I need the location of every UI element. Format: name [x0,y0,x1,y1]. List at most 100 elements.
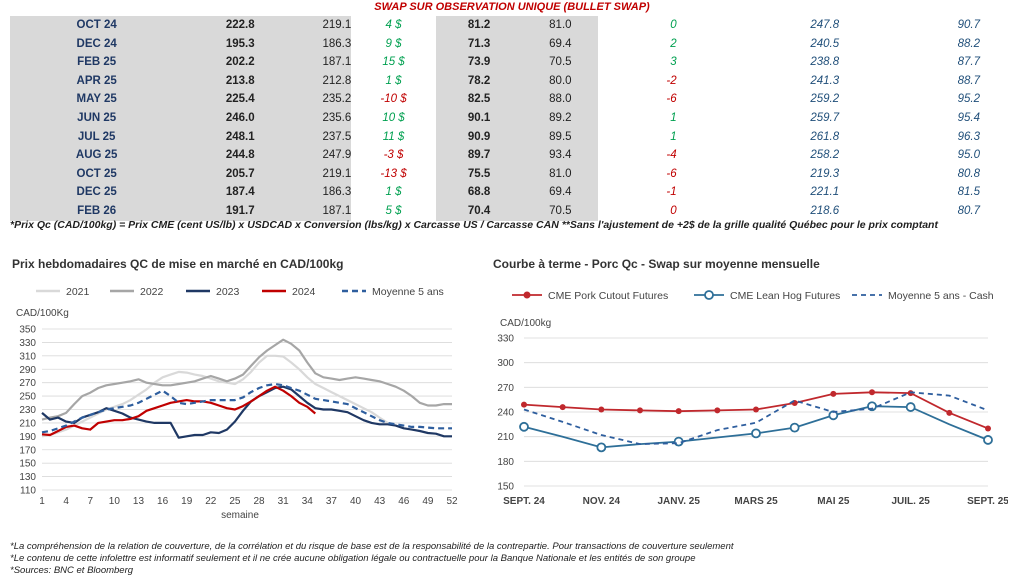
data-point [559,404,566,411]
y-tick-label: 310 [19,351,36,362]
cell-pqc2: 89.7 [435,146,523,165]
cell-cme2: 89.5 [522,127,599,147]
x-tick-label: 52 [446,496,458,507]
y-tick-label: 190 [19,432,36,443]
cell-cme: 237.5 [264,127,352,147]
data-point [946,409,953,416]
cell-cme2: 93.4 [522,146,599,165]
legend-marker [523,291,531,299]
legend-label: CME Lean Hog Futures [730,290,840,302]
cell-cme: 186.3 [264,34,352,54]
data-point [637,407,643,414]
cell-cme: 219.1 [264,16,352,35]
cell-pqc2: 90.1 [435,108,523,128]
data-point [789,422,800,433]
table-row: FEB 26 191.7 187.1 5 $70.4 70.5 0 218.6 80.7 [10,201,1010,221]
forward-curve-chart: CME Pork Cutout Futures CME Lean Hog Futu… [497,290,1008,507]
cell-basis2: 1 [670,111,677,124]
y-tick-label: 270 [19,378,36,389]
x-tick-label: SEPT. 25 [967,496,1008,507]
legend-label: Moyenne 5 ans - Cash [888,290,994,302]
series-line-moyenne-5-ans-cash [523,391,989,446]
x-tick-label: 37 [326,496,338,507]
cell-month: FEB 26 [10,201,184,221]
y-tick-label: 330 [497,334,514,345]
cell-basis: 15 $ [351,53,436,72]
y-tick-label: 330 [19,338,36,349]
cell-pqc: 246.0 [183,108,265,128]
swap-table: OCT 24 222.8 219.1 4 $81.2 81.0 0 247.8 90.7 DEC… [10,16,1010,221]
weekly-price-chart: 2021 2022 2023 2024 Moyenne 5 ansCAD/100Kg11… [16,286,458,521]
table-row: OCT 24 222.8 219.1 4 $81.2 81.0 0 247.8 90.7 [10,16,1010,35]
cell-month: AUG 25 [10,146,184,165]
footer-sources: *Sources: BNC et Bloomberg [10,565,134,576]
cell-basis: 5 $ [351,201,436,221]
y-tick-label: 210 [497,432,514,443]
cell-cad: 261.8 [810,130,840,143]
series-line-2024 [41,385,317,437]
x-tick-label: 7 [87,496,93,507]
cell-pqc2: 82.5 [435,90,523,109]
x-tick-label: MAI 25 [817,496,850,507]
cell-cme: 247.9 [264,146,352,165]
x-tick-label: 31 [278,496,290,507]
x-tick-label: JANV. 25 [657,496,700,507]
cell-month: DEC 25 [10,183,184,202]
cell-pqc: 187.4 [183,183,265,202]
cell-basis2: 1 [670,130,677,143]
y-tick-label: 270 [497,383,514,394]
x-tick-label: 10 [109,496,121,507]
x-tick-label: 28 [253,496,265,507]
legend-label: CME Pork Cutout Futures [548,290,668,302]
cell-pqc: 248.1 [183,127,265,147]
data-point [598,406,605,413]
cell-pqc2: 70.4 [435,201,523,221]
table-row: JUN 25 246.0 235.6 10 $90.1 89.2 1 259.7 95.4 [10,108,1010,128]
cell-month: APR 25 [10,71,184,91]
cell-month: MAY 25 [10,90,184,109]
cell-cme2: 89.2 [522,108,599,128]
data-point [905,402,916,412]
x-tick-label: SEPT. 24 [503,496,545,507]
price-formula-note: *Prix Qc (CAD/100kg) = Prix CME (cent US… [10,219,938,231]
cell-basis2: -6 [666,167,677,180]
cell-basis: -13 $ [351,164,436,184]
cell-basis2: -4 [666,149,677,162]
table-title: SWAP SUR OBSERVATION UNIQUE (BULLET SWAP… [374,1,650,13]
cell-cme2: 69.4 [522,183,599,202]
x-tick-label: 19 [181,496,193,507]
cell-month: DEC 24 [10,34,184,54]
cell-cme2: 70.5 [522,53,599,72]
y-tick-label: 300 [497,358,514,369]
y-tick-label: 230 [19,405,36,416]
table-row: MAY 25 225.4 235.2 -10 $82.5 88.0 -6 259.2 95.2 [10,90,1010,109]
y-tick-label: 180 [497,457,514,468]
cell-pqc: 191.7 [183,201,265,221]
cell-cme: 186.3 [264,183,352,202]
table-row: OCT 25 205.7 219.1 -13 $75.5 81.0 -6 219.3 80.8 [10,164,1010,184]
series-line-moyenne-5-ans [41,382,452,434]
cell-basis2: -2 [666,74,677,87]
cell-cme2: 69.4 [522,34,599,54]
data-point [753,406,759,413]
table-row: APR 25 213.8 212.8 1 $78.2 80.0 -2 241.3 88.7 [10,71,1010,91]
series-line-2022 [41,338,452,421]
cell-basis: -10 $ [351,90,436,109]
x-tick-label: 1 [39,496,45,507]
cell-cme2: 81.0 [522,16,599,35]
legend-label: 2021 [66,286,90,298]
cell-cme: 235.2 [264,90,352,109]
legend-label: 2024 [292,286,316,298]
cell-usd: 88.7 [957,74,980,87]
data-point [983,435,993,445]
footer-disclaimer-1: *La compréhension de la relation de couv… [10,541,734,552]
y-tick-label: 130 [19,472,36,483]
x-tick-label: 40 [350,496,362,507]
cell-pqc2: 71.3 [435,34,523,54]
cell-pqc: 195.3 [183,34,265,54]
data-point [675,408,682,415]
weekly-chart-title: Prix hebdomadaires QC de mise en marché … [12,257,344,271]
x-tick-label: 46 [398,496,410,507]
cell-usd: 80.7 [957,204,980,217]
legend-label: 2023 [216,286,240,298]
